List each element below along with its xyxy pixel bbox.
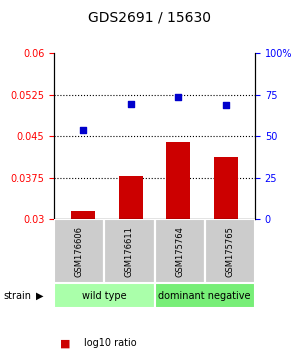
Bar — [118, 176, 142, 219]
Text: wild type: wild type — [82, 291, 127, 301]
Bar — [154, 283, 255, 308]
Bar — [205, 219, 255, 283]
Bar — [154, 219, 205, 283]
Bar — [214, 158, 238, 219]
Bar — [167, 142, 191, 219]
Text: dominant negative: dominant negative — [158, 291, 251, 301]
Text: log10 ratio: log10 ratio — [84, 338, 136, 348]
Bar — [54, 219, 104, 283]
Bar — [71, 211, 95, 219]
Text: GSM176611: GSM176611 — [125, 226, 134, 277]
Text: GSM175765: GSM175765 — [225, 226, 234, 277]
Point — [224, 102, 229, 108]
Bar — [54, 283, 154, 308]
Text: strain: strain — [3, 291, 31, 301]
Text: ▶: ▶ — [36, 291, 44, 301]
Point — [128, 101, 133, 107]
Text: ■: ■ — [60, 338, 70, 348]
Text: GSM175764: GSM175764 — [175, 226, 184, 277]
Point — [80, 127, 85, 132]
Text: GDS2691 / 15630: GDS2691 / 15630 — [88, 11, 212, 25]
Point — [176, 95, 181, 100]
Bar — [104, 219, 154, 283]
Text: GSM176606: GSM176606 — [75, 226, 84, 277]
